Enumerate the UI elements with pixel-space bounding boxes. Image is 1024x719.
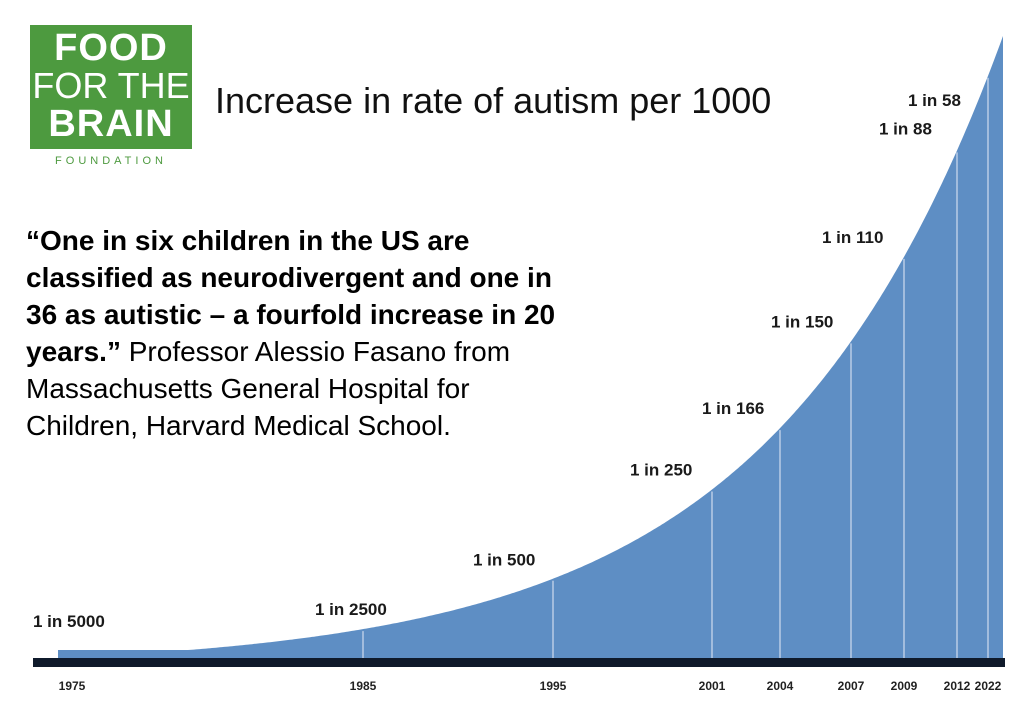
x-tick-label: 1975 [59, 679, 86, 693]
data-label: 1 in 58 [908, 91, 961, 110]
rate-area [58, 36, 1003, 658]
x-axis-labels: 1975 1985 1995 2001 2004 2007 2009 2012 2022 [59, 679, 1002, 693]
logo-line-food: FOOD [54, 27, 168, 69]
year-dividers [362, 77, 989, 658]
x-tick-label: 1985 [350, 679, 377, 693]
x-tick-label: 2007 [838, 679, 865, 693]
data-label: 1 in 166 [702, 399, 764, 418]
data-labels: 1 in 5000 1 in 2500 1 in 500 1 in 250 1 in 1… [33, 91, 961, 631]
chart-title: Increase in rate of autism per 1000 [215, 80, 772, 121]
x-tick-label: 2004 [767, 679, 794, 693]
quote-text: “One in six children in the US are class… [26, 225, 556, 367]
timeline-baseline [33, 658, 1005, 667]
data-label: 1 in 88 [879, 119, 932, 138]
logo: FOOD FOR THE BRAIN [30, 25, 192, 149]
x-tick-label: 2022 [975, 679, 1002, 693]
data-label: 1 in 150 [771, 312, 833, 331]
x-tick-label: 2012 [944, 679, 971, 693]
data-label: 1 in 500 [473, 551, 535, 570]
x-tick-label: 2009 [891, 679, 918, 693]
logo-line-for-the: FOR THE [32, 65, 190, 106]
data-label: 1 in 5000 [33, 612, 105, 631]
x-tick-label: 2001 [699, 679, 726, 693]
quote-block: “One in six children in the US are class… [26, 222, 586, 444]
logo-subtitle: FOUNDATION [55, 155, 167, 167]
quote-attribution: Professor Alessio Fasano from Massachuse… [26, 336, 511, 441]
x-tick-label: 1995 [540, 679, 567, 693]
data-label: 1 in 110 [822, 228, 883, 247]
data-label: 1 in 2500 [315, 600, 387, 619]
logo-line-brain: BRAIN [48, 103, 174, 145]
data-label: 1 in 250 [630, 461, 692, 480]
